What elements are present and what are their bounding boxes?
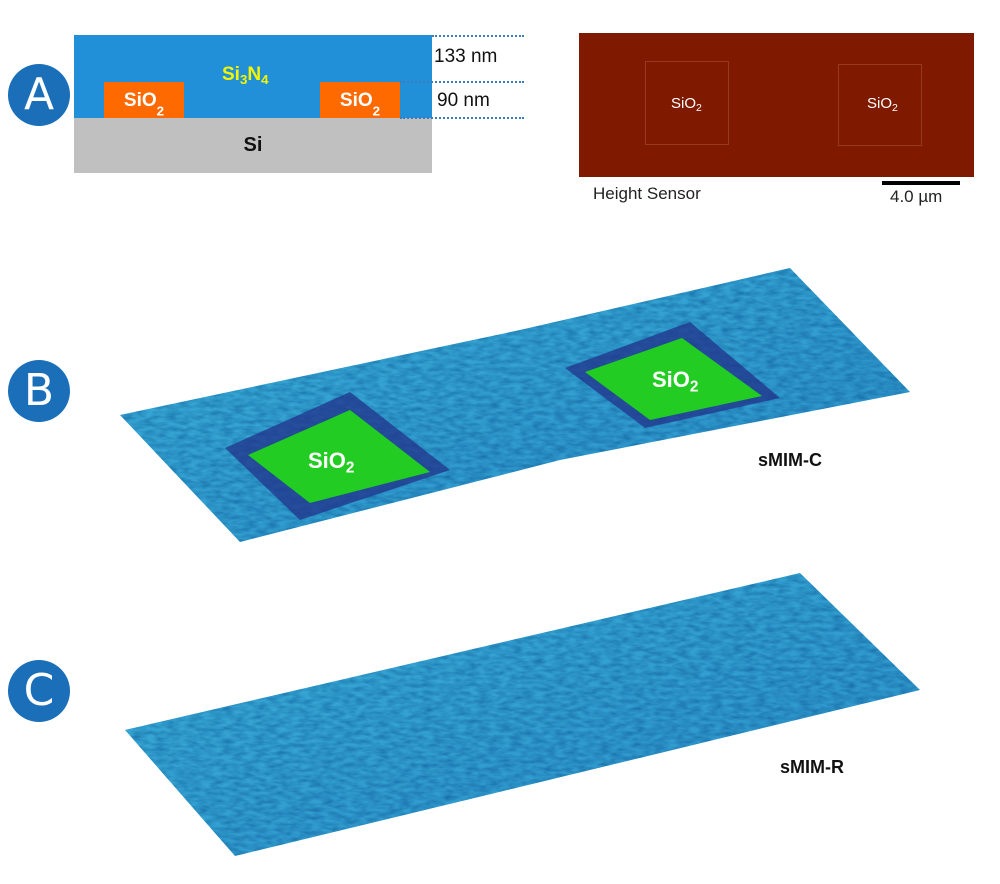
scale-bar-label: 4.0 µm — [890, 187, 943, 206]
pad-sub: 2 — [372, 103, 381, 119]
sio2-pad-right: SiO2 — [320, 82, 400, 119]
sio2-pad-left: SiO2 — [104, 82, 184, 119]
afm-square-right — [838, 64, 922, 146]
si-label: Si — [243, 134, 263, 156]
afm-label-sub: 2 — [696, 102, 702, 114]
panel-b-badge: B — [8, 360, 70, 422]
panel-c-badge: C — [8, 660, 70, 722]
dim-line-bottom — [400, 117, 524, 119]
smim-c-title: sMIM-C — [758, 450, 822, 470]
afm-label-right: SiO2 — [867, 95, 898, 114]
afm-label-main: SiO — [671, 95, 697, 112]
pad-label: SiO — [339, 90, 373, 111]
oxide-label-main: SiO — [652, 367, 690, 392]
si3n4-sub1: 3 — [239, 71, 248, 87]
si3n4-si: Si — [222, 64, 240, 85]
afm-label-sub: 2 — [892, 102, 898, 114]
si3n4-n: N — [247, 64, 262, 85]
panel-a-badge: A — [8, 64, 70, 126]
oxide-well-right — [585, 338, 762, 420]
oxide-label-right: SiO2 — [652, 367, 698, 397]
afm-label-left: SiO2 — [671, 95, 702, 114]
smim-r-title: sMIM-R — [780, 757, 844, 777]
dim-line-top — [432, 35, 524, 37]
oxide-label-main: SiO — [308, 448, 346, 473]
afm-caption: Height Sensor — [593, 184, 701, 203]
afm-label-main: SiO — [867, 95, 893, 112]
si3n4-sub2: 4 — [261, 71, 269, 87]
smim-r-surface — [125, 573, 920, 856]
oxide-label-sub: 2 — [689, 378, 699, 396]
smim-c-surface — [120, 268, 910, 542]
oxide-label-left: SiO2 — [308, 448, 354, 478]
dim-line-mid — [400, 81, 524, 83]
dim-133nm: 133 nm — [434, 46, 498, 67]
pad-sub: 2 — [156, 103, 165, 119]
si-substrate: Si — [74, 118, 432, 173]
oxide-well-left — [248, 410, 430, 503]
afm-square-left — [645, 61, 729, 145]
si3n4-label: Si3N4 — [222, 64, 269, 87]
dim-90nm: 90 nm — [437, 90, 490, 111]
afm-height-image: SiO2 SiO2 — [579, 33, 974, 177]
scale-bar — [882, 181, 960, 185]
pad-label: SiO — [123, 90, 157, 111]
oxide-label-sub: 2 — [345, 459, 355, 477]
